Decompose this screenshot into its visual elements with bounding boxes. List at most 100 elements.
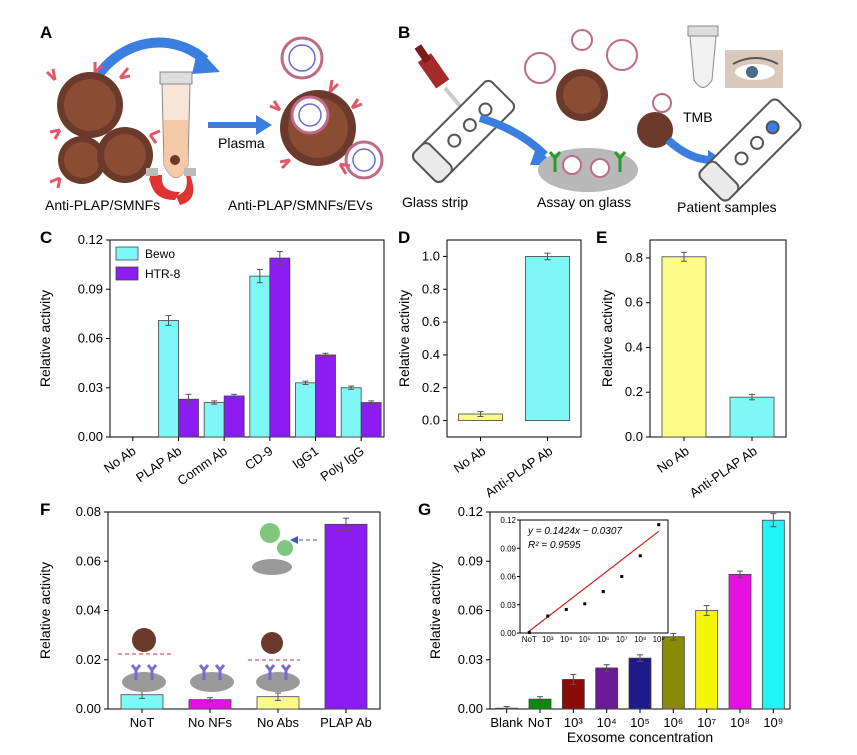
panel-label-b: B [398,23,410,42]
y-tick-label: 0.06 [458,603,483,618]
y-tick-label: 0.6 [422,314,440,329]
inset-point [657,523,661,527]
bar [595,667,619,710]
bar [661,256,707,438]
inset-y-tick-label: 0.09 [500,544,516,553]
assay-ellipse-icon [538,148,638,192]
substrate-icon [122,672,166,692]
substrate-icon [252,559,292,575]
y-tick-label: 1.0 [422,248,440,263]
inset-x-tick-label: 10⁶ [597,635,609,644]
inset-x-tick-label: 10⁴ [560,635,573,644]
y-tick-label: 0.12 [78,232,103,247]
x-tick-label: 10³ [564,715,583,730]
y-tick-label: 0.8 [625,250,643,265]
y-tick-label: 0.4 [422,347,440,362]
nanoflower-icon [45,62,161,189]
inset-y-tick-label: 0.12 [500,516,516,525]
x-tick-label: IgG1 [290,443,322,471]
legend-swatch [115,246,139,261]
inset-equation: y = 0.1424x − 0.0307 [527,526,622,537]
x-tick-label: NoT [528,715,553,730]
y-axis-label: Relative activity [37,562,53,659]
plot-frame [649,239,787,438]
chart-g: 0.00 0.03 0.06 0.09 0.12 Relative activity Bla… [427,504,791,745]
fit-line [528,530,660,632]
bar-htr-8 [223,395,245,438]
plot-frame [446,239,582,438]
y-tick-label: 0.0 [422,413,440,428]
panel-label-e: E [596,228,607,247]
inset-point [638,554,642,558]
inset-x-tick-label: 10³ [542,635,554,644]
arrow-icon [478,114,548,158]
bar-bewo [295,382,316,438]
inset-frame [519,519,669,634]
bar-htr-8 [178,398,199,438]
x-tick-label: No Ab [451,443,489,476]
bar [324,523,368,710]
ev-icon [277,540,293,556]
inset-point [564,607,568,611]
y-tick-label: 0.09 [458,553,483,568]
y-tick-label: 0.0 [625,429,643,444]
panel-label-c: C [40,228,52,247]
x-tick-label: 10⁴ [597,715,617,730]
y-tick-label: 0.2 [625,384,643,399]
y-tick-label: 0.08 [76,504,101,519]
y-axis-label: Relative activity [427,562,443,659]
panel-b: B Glass strip [398,23,802,215]
bar-htr-8 [269,257,291,438]
bar-htr-8 [315,354,336,438]
x-tick-label: 10⁸ [730,715,750,730]
x-tick-label: Comm Ab [175,443,230,488]
panel-label-d: D [398,228,410,247]
caption-plasma: Plasma [218,135,265,151]
bar-bewo [203,402,225,438]
x-tick-label: Blank [490,715,523,730]
inset-point [546,614,550,618]
inset-y-tick-label: 0.06 [500,573,516,582]
x-tick-label: CD-9 [242,443,275,473]
inset-chart: 0.00 0.03 0.06 0.09 0.12 NoT 10³ 10⁴ 10⁵ 10⁶ 10⁷ 10… [500,516,669,644]
tmb-tube-icon [687,25,719,88]
y-tick-label: 0.00 [76,701,101,716]
y-tick-label: 0.09 [78,281,103,296]
arrow-icon [90,37,209,83]
caption-anti-plap-smnfs: Anti-PLAP/SMNFs [45,197,160,213]
inset-point [527,630,531,634]
inset-y-tick-label: 0.03 [500,601,516,610]
y-axis-label: Relative activity [599,290,615,387]
arrow-icon [665,136,713,164]
inset-y-tick-label: 0.00 [500,629,516,638]
panel-label-g: G [418,500,431,519]
panel-a: A Plasma [40,23,384,213]
x-tick-label: No Ab [101,443,139,476]
inset-x-tick-label: 10⁷ [616,635,628,644]
panel-label-a: A [40,23,52,42]
bar [628,657,652,710]
bar-bewo [249,275,271,438]
bar-bewo [340,387,362,438]
caption-patient-samples: Patient samples [677,199,777,215]
x-tick-label: Poly IgG [317,443,366,484]
caption-tmb: TMB [683,109,713,125]
ev-icon [260,523,280,543]
legend-swatch [115,266,139,281]
y-tick-label: 0.06 [78,331,103,346]
y-tick-label: 0.2 [422,380,440,395]
substrate-icon [190,672,234,692]
chart-e: 0.0 0.2 0.4 0.6 0.8 Relative activity No AbAnt… [599,239,787,501]
x-axis-label: Exosome concentration [567,729,713,745]
caption-anti-plap-smnfs-evs: Anti-PLAP/SMNFs/EVs [228,197,373,213]
arrowhead-icon [290,536,298,544]
nanoflower-icon [261,632,283,654]
y-tick-label: 0.4 [625,339,643,354]
bar [729,396,775,438]
x-tick-label: No NFs [188,715,233,730]
tube-icon [146,71,196,205]
bar [661,636,685,710]
chart-f: 0.00 0.02 0.04 0.06 0.08 Relative activity NoT… [37,504,381,730]
chart-c: 0.00 0.03 0.06 0.09 0.12 Relative activity No … [37,232,385,488]
x-tick-label: No Ab [654,443,692,476]
